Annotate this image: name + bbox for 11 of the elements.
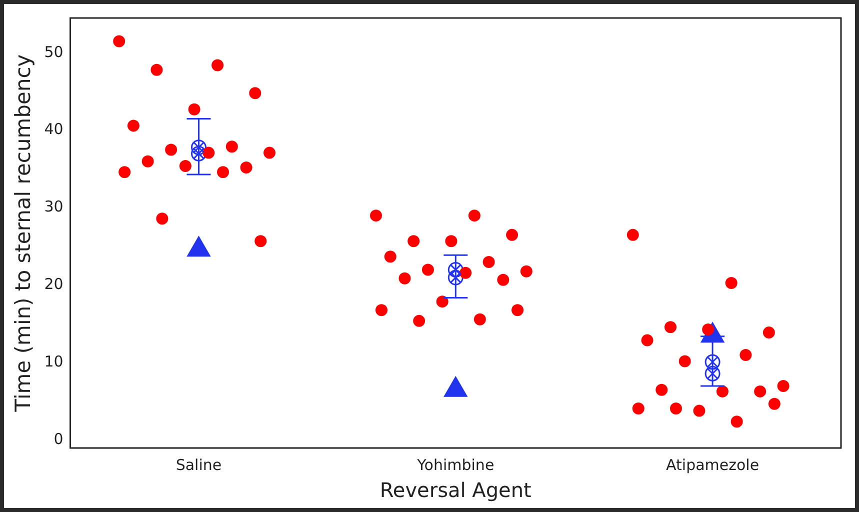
x-tick-label: Atipamezole [666, 456, 760, 474]
y-tick-label: 50 [44, 42, 64, 61]
y-tick-label: 10 [44, 352, 64, 371]
x-tick-label: Saline [176, 456, 222, 474]
y-tick-label: 20 [44, 275, 64, 294]
y-tick-label: 0 [54, 430, 64, 448]
y-tick-label: 30 [44, 198, 64, 216]
y-axis-title: Time (min) to sternal recumbency [11, 54, 36, 413]
x-axis-title: Reversal Agent [380, 478, 532, 502]
x-tick-label: Yohimbine [416, 456, 494, 474]
y-tick-label: 40 [44, 120, 64, 138]
